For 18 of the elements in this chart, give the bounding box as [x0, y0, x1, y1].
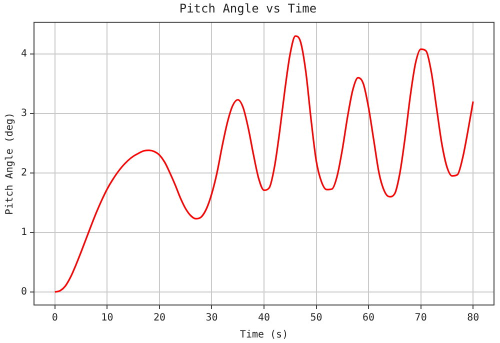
y-tick-label: 1: [20, 227, 28, 238]
y-tick-label: 2: [20, 168, 28, 179]
x-tick-label: 10: [101, 312, 114, 324]
x-axis-title: Time (s): [240, 330, 288, 341]
x-tick-label: 0: [52, 312, 58, 324]
x-tick-label: 50: [310, 312, 322, 324]
x-tick-label: 80: [467, 312, 480, 324]
x-tick-label: 40: [258, 312, 270, 324]
y-axis-title: Pitch Angle (deg): [4, 112, 16, 215]
chart-title: Pitch Angle vs Time: [179, 1, 317, 16]
y-tick-label: 4: [20, 48, 28, 60]
y-tick-label: 3: [20, 108, 28, 120]
x-tick-label: 70: [414, 312, 427, 324]
x-tick-label: 20: [153, 312, 166, 324]
x-tick-label: 60: [362, 312, 375, 324]
x-tick-label: 30: [206, 312, 218, 324]
line-series: [54, 35, 474, 293]
y-tick-label: 0: [20, 286, 28, 298]
